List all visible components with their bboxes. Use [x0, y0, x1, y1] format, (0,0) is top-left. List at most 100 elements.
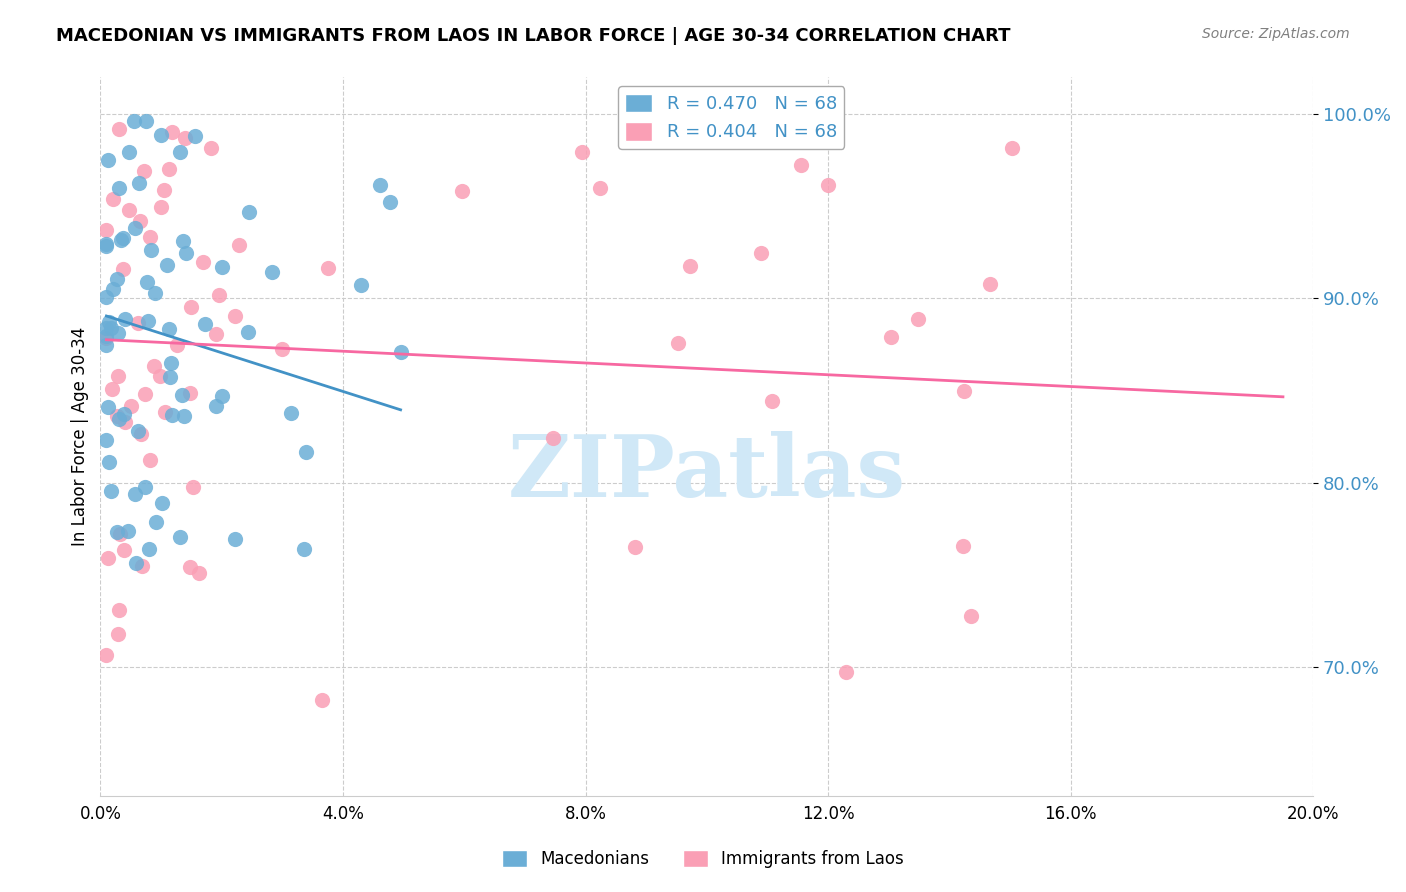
Point: [143, 359, 166, 374]
Point: [112, 407, 135, 421]
Point: [207, 288, 229, 302]
Point: [135, 114, 157, 128]
Point: [98, 315, 121, 329]
Legend: Macedonians, Immigrants from Laos: Macedonians, Immigrants from Laos: [495, 843, 911, 875]
Point: [666, 336, 689, 351]
Point: [623, 541, 645, 555]
Point: [172, 234, 194, 248]
Point: [180, 300, 202, 314]
Point: [571, 145, 593, 160]
Point: [157, 161, 180, 176]
Point: [160, 408, 183, 422]
Point: [110, 233, 132, 247]
Point: [128, 176, 150, 190]
Point: [101, 282, 124, 296]
Point: [749, 246, 772, 260]
Point: [159, 356, 181, 370]
Point: [112, 231, 135, 245]
Point: [205, 399, 228, 413]
Point: [117, 524, 139, 538]
Point: [112, 543, 135, 558]
Point: [880, 329, 903, 343]
Point: [105, 524, 128, 539]
Point: [150, 128, 173, 142]
Point: [96, 433, 118, 447]
Point: [131, 427, 153, 442]
Point: [183, 128, 205, 143]
Point: [211, 389, 233, 403]
Point: [111, 261, 134, 276]
Point: [108, 526, 131, 541]
Point: [96, 328, 118, 343]
Point: [960, 609, 983, 624]
Point: [107, 368, 129, 383]
Point: [224, 533, 246, 547]
Point: [103, 192, 125, 206]
Point: [270, 342, 292, 356]
Point: [124, 487, 146, 501]
Point: [122, 114, 145, 128]
Point: [211, 260, 233, 274]
Point: [139, 452, 162, 467]
Point: [156, 258, 179, 272]
Point: [280, 407, 302, 421]
Point: [118, 202, 141, 217]
Point: [127, 317, 149, 331]
Point: [141, 244, 163, 258]
Point: [132, 164, 155, 178]
Point: [100, 321, 122, 335]
Point: [194, 317, 217, 331]
Point: [120, 400, 142, 414]
Point: [835, 665, 858, 680]
Point: [311, 693, 333, 707]
Point: [224, 310, 246, 324]
Point: [131, 558, 153, 573]
Point: [149, 368, 172, 383]
Point: [96, 320, 118, 334]
Point: [98, 455, 121, 469]
Point: [541, 431, 564, 445]
Point: [149, 200, 172, 214]
Point: [173, 131, 195, 145]
Point: [108, 181, 131, 195]
Point: [96, 236, 118, 251]
Point: [97, 551, 120, 566]
Point: [228, 238, 250, 252]
Point: [105, 409, 128, 424]
Point: [96, 331, 118, 345]
Point: [124, 221, 146, 235]
Point: [170, 387, 193, 401]
Point: [101, 383, 124, 397]
Point: [952, 539, 974, 553]
Point: [127, 425, 149, 439]
Point: [114, 415, 136, 429]
Point: [97, 401, 120, 415]
Point: [96, 648, 118, 662]
Point: [789, 158, 811, 172]
Point: [134, 480, 156, 494]
Point: [181, 480, 204, 494]
Point: [108, 603, 131, 617]
Text: MACEDONIAN VS IMMIGRANTS FROM LAOS IN LABOR FORCE | AGE 30-34 CORRELATION CHART: MACEDONIAN VS IMMIGRANTS FROM LAOS IN LA…: [56, 27, 1011, 45]
Point: [389, 344, 412, 359]
Point: [107, 626, 129, 640]
Point: [136, 314, 159, 328]
Point: [316, 260, 339, 275]
Point: [134, 386, 156, 401]
Point: [157, 322, 180, 336]
Point: [96, 338, 118, 352]
Text: Source: ZipAtlas.com: Source: ZipAtlas.com: [1202, 27, 1350, 41]
Point: [191, 255, 214, 269]
Point: [145, 516, 167, 530]
Point: [236, 326, 259, 340]
Point: [188, 566, 211, 580]
Point: [350, 278, 373, 293]
Legend: R = 0.470   N = 68, R = 0.404   N = 68: R = 0.470 N = 68, R = 0.404 N = 68: [619, 87, 844, 149]
Point: [766, 134, 789, 148]
Point: [96, 239, 118, 253]
Point: [907, 312, 929, 326]
Point: [169, 530, 191, 544]
Point: [979, 277, 1001, 292]
Point: [761, 394, 783, 409]
Point: [108, 122, 131, 136]
